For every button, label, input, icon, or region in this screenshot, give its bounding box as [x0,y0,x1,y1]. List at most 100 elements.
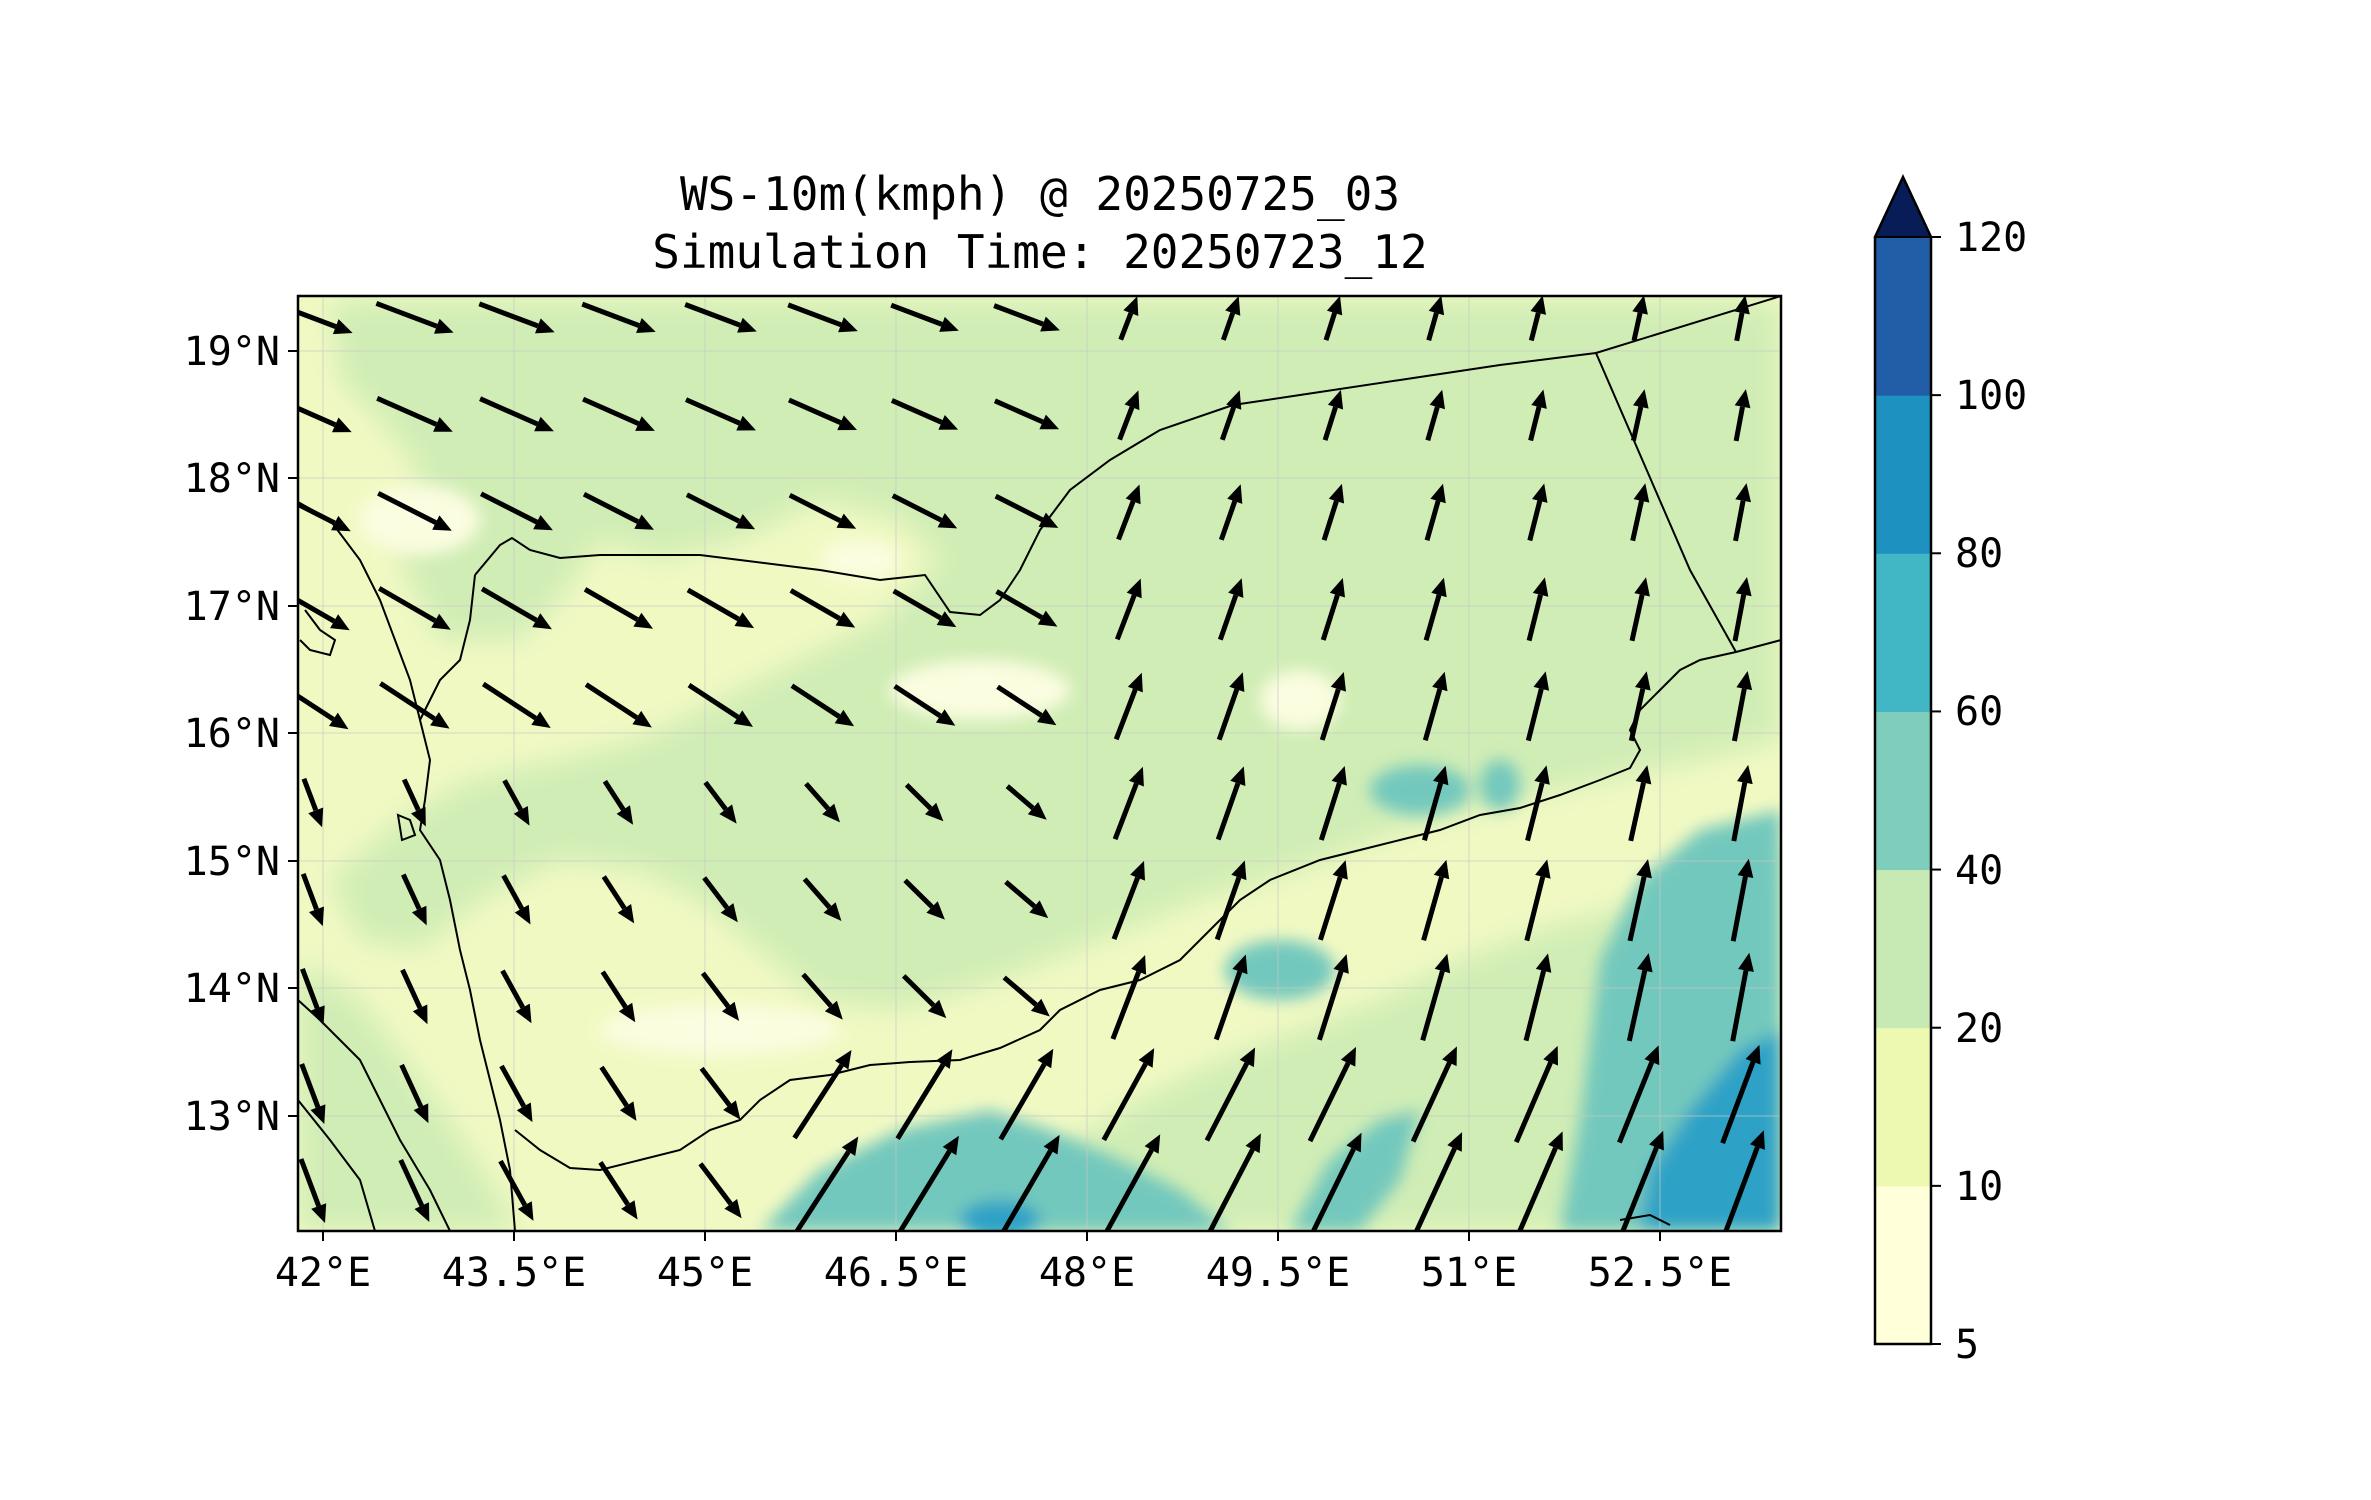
wind-arrow [583,587,653,629]
colorbar-label: 60 [1955,689,2003,735]
colorbar-band [1875,1185,1931,1345]
wind-arrow [787,302,858,333]
wind-arrow [1317,954,1349,1041]
wind-arrow [1101,1048,1155,1142]
wind-arrow [479,491,553,531]
wind-arrow [298,405,352,433]
wind-arrow [1112,766,1144,841]
wind-arrow [1620,1130,1664,1231]
wind-arrow [1421,765,1449,841]
wind-arrow [684,302,757,333]
contour-5-10-patch [360,485,480,555]
contour-40-60-south [760,1110,1230,1231]
wind-arrow [1723,1130,1765,1231]
wind-arrow [1220,296,1241,341]
wind-arrow [1002,975,1050,1017]
wind-arrow [298,693,349,730]
wind-arrow [1617,1045,1660,1144]
wind-arrow [1113,672,1143,741]
longitude-tick-labels: 42°E 43.5°E 45°E 46.5°E 48°E 49.5°E 51°E… [275,1250,1732,1296]
y-tick-label: 17°N [184,584,280,630]
wind-arrow [1214,860,1247,941]
contour-5-10-patch [600,1005,840,1055]
wind-arrow [581,301,656,333]
wind-arrow [1005,784,1047,820]
y-tick-label: 15°N [184,839,280,885]
contour-20-40-west [298,960,520,1231]
wind-arrow [1219,390,1242,441]
wind-arrow [582,396,655,431]
wind-arrow [1118,296,1139,341]
island-red-sea [396,813,417,842]
wind-arrow [375,301,454,334]
wind-arrow [1525,765,1550,842]
contour-40-60-center [1290,1110,1420,1231]
x-tick-label: 46.5°E [824,1250,969,1296]
wind-arrow [1525,671,1550,742]
wind-arrow [1215,766,1246,841]
wind-arrow [1517,1131,1563,1231]
contour-40-60-patch [1225,940,1335,1000]
border-yemen-oman [1595,352,1737,653]
wind-arrow [801,972,843,1020]
wind-arrow [1731,671,1753,742]
wind-arrow [1630,389,1649,442]
wind-arrow [789,588,856,628]
wind-arrow [1117,390,1140,441]
x-tick-label: 43.5°E [442,1250,587,1296]
wind-arrow [1630,483,1650,542]
wind-arrow [1423,577,1447,641]
gridlines [298,296,1781,1231]
wind-arrow [600,970,636,1023]
contour-60-80-patch [960,1200,1040,1231]
wind-arrow [1523,953,1552,1042]
wind-arrow [686,587,755,629]
y-tick-label: 18°N [184,456,280,502]
wind-vectors [298,296,1765,1231]
x-tick-label: 51°E [1421,1250,1517,1296]
coastline-yemen-south [514,651,1737,1172]
wind-arrow [481,681,551,728]
wind-arrow [1218,484,1243,541]
wind-arrow [598,1161,638,1220]
wind-arrow [1733,389,1751,442]
wind-arrow [699,1066,741,1120]
title-line-1: WS-10m(kmph) @ 20250725_03 [680,167,1400,221]
wind-arrow [903,878,945,920]
wind-arrow [1207,1133,1261,1231]
wind-arrow [904,783,944,822]
wind-arrow [1320,578,1345,641]
colorbar-label: 20 [1955,1006,2003,1052]
title-line-2: Simulation Time: 20250723_12 [652,225,1427,279]
coastline-oman-south [1735,639,1781,653]
wind-arrow [993,398,1060,430]
wind-arrow [792,1050,852,1140]
y-tick-label: 13°N [184,1094,280,1140]
colorbar-label: 10 [1955,1164,2003,1210]
colorbar-band [1875,1027,1931,1187]
axis-ticks [288,350,1661,1241]
wind-arrow [1730,952,1754,1042]
wind-arrow [479,396,554,432]
wind-arrow [298,501,351,532]
y-tick-label: 19°N [184,329,280,375]
colorbar-label: 120 [1955,215,2027,261]
wind-arrow [687,683,753,727]
wind-arrow [501,874,531,925]
wind-arrow [1425,389,1445,441]
wind-arrow [700,971,740,1021]
y-tick-label: 14°N [184,966,280,1012]
wind-arrow [1217,578,1244,641]
wind-arrow [1733,483,1751,542]
wind-arrow [1322,389,1344,441]
wind-arrow [901,974,947,1019]
latitude-tick-labels: 19°N 18°N 17°N 16°N 15°N 14°N 13°N [184,329,280,1140]
wind-arrow [299,1063,326,1124]
wind-arrow [377,491,452,531]
colorbar: 5 10 20 40 60 80 100 120 [1873,174,2027,1368]
wind-arrow [993,303,1060,332]
wind-arrow [1204,1047,1256,1142]
wind-arrow [1420,953,1451,1041]
wind-arrow [1318,860,1348,941]
colorbar-band [1875,869,1931,1029]
